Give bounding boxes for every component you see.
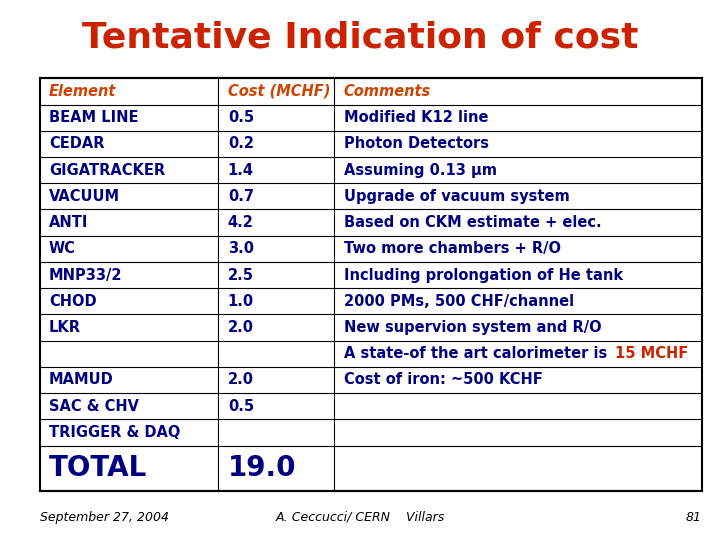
Text: Element: Element [49, 84, 117, 99]
Text: TOTAL: TOTAL [49, 455, 147, 482]
Text: 19.0: 19.0 [228, 455, 297, 482]
Text: MNP33/2: MNP33/2 [49, 267, 122, 282]
Bar [40, 78, 702, 491]
Text: CEDAR: CEDAR [49, 137, 104, 151]
Text: 1.4: 1.4 [228, 163, 254, 178]
Text: 81: 81 [686, 511, 702, 524]
Text: TRIGGER & DAQ: TRIGGER & DAQ [49, 425, 180, 440]
Text: ANTI: ANTI [49, 215, 89, 230]
Text: 15 MCHF: 15 MCHF [615, 346, 688, 361]
Text: Cost of iron: ~500 KCHF: Cost of iron: ~500 KCHF [343, 373, 542, 387]
Text: 3.0: 3.0 [228, 241, 254, 256]
Text: 0.7: 0.7 [228, 189, 254, 204]
Text: Comments: Comments [343, 84, 431, 99]
Text: LKR: LKR [49, 320, 81, 335]
Text: Modified K12 line: Modified K12 line [343, 110, 488, 125]
Text: SAC & CHV: SAC & CHV [49, 399, 139, 414]
Text: 4.2: 4.2 [228, 215, 253, 230]
Text: 2.0: 2.0 [228, 373, 254, 387]
Text: Assuming 0.13 μm: Assuming 0.13 μm [343, 163, 497, 178]
Text: New supervion system and R/O: New supervion system and R/O [343, 320, 601, 335]
Text: Photon Detectors: Photon Detectors [343, 137, 489, 151]
Text: 2.0: 2.0 [228, 320, 254, 335]
Text: WC: WC [49, 241, 76, 256]
Text: 0.5: 0.5 [228, 110, 254, 125]
Text: BEAM LINE: BEAM LINE [49, 110, 138, 125]
Text: 0.2: 0.2 [228, 137, 254, 151]
Text: September 27, 2004: September 27, 2004 [40, 511, 168, 524]
Text: Including prolongation of He tank: Including prolongation of He tank [343, 267, 623, 282]
Text: 1.0: 1.0 [228, 294, 254, 309]
Text: Two more chambers + R/O: Two more chambers + R/O [343, 241, 561, 256]
Text: Based on CKM estimate + elec.: Based on CKM estimate + elec. [343, 215, 601, 230]
Text: Tentative Indication of cost: Tentative Indication of cost [82, 21, 638, 55]
Text: Upgrade of vacuum system: Upgrade of vacuum system [343, 189, 570, 204]
Text: 2.5: 2.5 [228, 267, 254, 282]
Text: 2000 PMs, 500 CHF/channel: 2000 PMs, 500 CHF/channel [343, 294, 574, 309]
Text: 0.5: 0.5 [228, 399, 254, 414]
Text: VACUUM: VACUUM [49, 189, 120, 204]
Text: Cost (MCHF): Cost (MCHF) [228, 84, 330, 99]
Text: A state-of the art calorimeter is: A state-of the art calorimeter is [343, 346, 612, 361]
Text: GIGATRACKER: GIGATRACKER [49, 163, 165, 178]
Text: MAMUD: MAMUD [49, 373, 114, 387]
Text: CHOD: CHOD [49, 294, 96, 309]
Text: A. Ceccucci/ CERN    Villars: A. Ceccucci/ CERN Villars [275, 511, 445, 524]
